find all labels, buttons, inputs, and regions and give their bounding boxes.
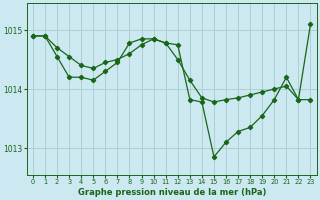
X-axis label: Graphe pression niveau de la mer (hPa): Graphe pression niveau de la mer (hPa) bbox=[77, 188, 266, 197]
